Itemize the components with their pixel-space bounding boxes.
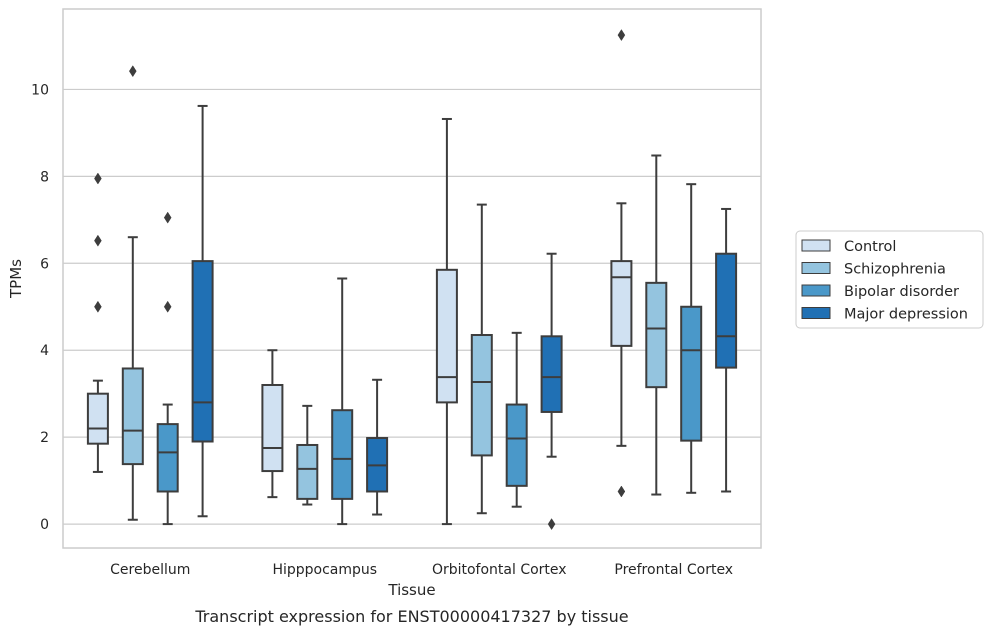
box-major-depression xyxy=(191,104,214,518)
outlier-point xyxy=(617,485,626,498)
outlier-point xyxy=(94,300,102,313)
box-major-depression xyxy=(540,252,563,531)
legend-label: Schizophrenia xyxy=(844,262,946,278)
box-iqr xyxy=(470,334,493,457)
box-control xyxy=(435,117,458,526)
box-schizophrenia xyxy=(470,203,493,515)
chart-caption: Transcript expression for ENST0000041732… xyxy=(194,607,628,626)
box-schizophrenia xyxy=(121,65,144,521)
box-bipolar-disorder xyxy=(331,277,354,526)
x-axis-title: Tissue xyxy=(387,581,435,599)
box-schizophrenia xyxy=(645,154,668,496)
x-tick-label: Hipppocampus xyxy=(272,562,377,578)
outlier-point xyxy=(547,518,556,531)
outlier-point xyxy=(94,234,102,247)
box-bipolar-disorder xyxy=(505,331,528,508)
x-tick-label: Cerebellum xyxy=(110,562,190,578)
outlier-point xyxy=(617,29,626,42)
box-iqr xyxy=(610,260,633,347)
box-iqr xyxy=(261,383,284,473)
box-iqr xyxy=(680,305,703,442)
x-axis-ticks: Cerebellum Hipppocampus Orbitofontal Corte… xyxy=(110,562,733,578)
box-iqr xyxy=(715,252,738,369)
box-iqr xyxy=(121,367,144,466)
box-major-depression xyxy=(715,207,738,493)
box-iqr xyxy=(191,260,214,443)
gridlines xyxy=(63,88,761,525)
outlier-point xyxy=(94,172,102,185)
box-control xyxy=(610,29,633,498)
box-schizophrenia xyxy=(296,404,319,506)
box-major-depression xyxy=(366,378,389,516)
box-iqr xyxy=(296,443,319,500)
box-bipolar-disorder xyxy=(156,211,179,526)
outlier-point xyxy=(163,211,172,224)
legend-swatch xyxy=(801,239,831,252)
legend-swatch xyxy=(801,262,831,274)
y-tick-label: 8 xyxy=(40,169,49,185)
box-control xyxy=(261,349,284,499)
outlier-point xyxy=(129,65,137,78)
legend-label: Major depression xyxy=(844,307,968,323)
y-tick-label: 4 xyxy=(40,343,49,359)
box-iqr xyxy=(331,409,354,500)
y-tick-label: 6 xyxy=(40,256,49,272)
x-tick-label: Prefrontal Cortex xyxy=(614,562,733,578)
legend: Control Schizophrenia Bipolar disorder Majo… xyxy=(795,230,984,329)
box-iqr xyxy=(540,335,563,413)
legend-label: Bipolar disorder xyxy=(844,284,959,300)
y-axis-title: TPMs xyxy=(7,259,25,299)
y-tick-label: 0 xyxy=(40,517,49,533)
box-control xyxy=(86,172,109,473)
box-iqr xyxy=(435,268,458,404)
box-iqr xyxy=(645,281,668,389)
legend-swatch xyxy=(801,307,831,319)
box-bipolar-disorder xyxy=(680,183,703,494)
legend-swatch xyxy=(801,284,831,297)
x-tick-label: Orbitofontal Cortex xyxy=(432,562,567,578)
legend-label: Control xyxy=(844,239,896,255)
outlier-point xyxy=(163,300,172,313)
box-series-layer xyxy=(86,29,738,531)
y-tick-label: 10 xyxy=(31,82,49,98)
plot-area-frame xyxy=(62,8,762,549)
legend-frame xyxy=(795,230,984,329)
box-iqr xyxy=(505,403,528,487)
box-iqr xyxy=(156,423,179,493)
box-iqr xyxy=(86,392,109,445)
y-axis-ticks: 0 2 4 6 8 10 xyxy=(31,82,49,533)
y-tick-label: 2 xyxy=(40,430,49,446)
